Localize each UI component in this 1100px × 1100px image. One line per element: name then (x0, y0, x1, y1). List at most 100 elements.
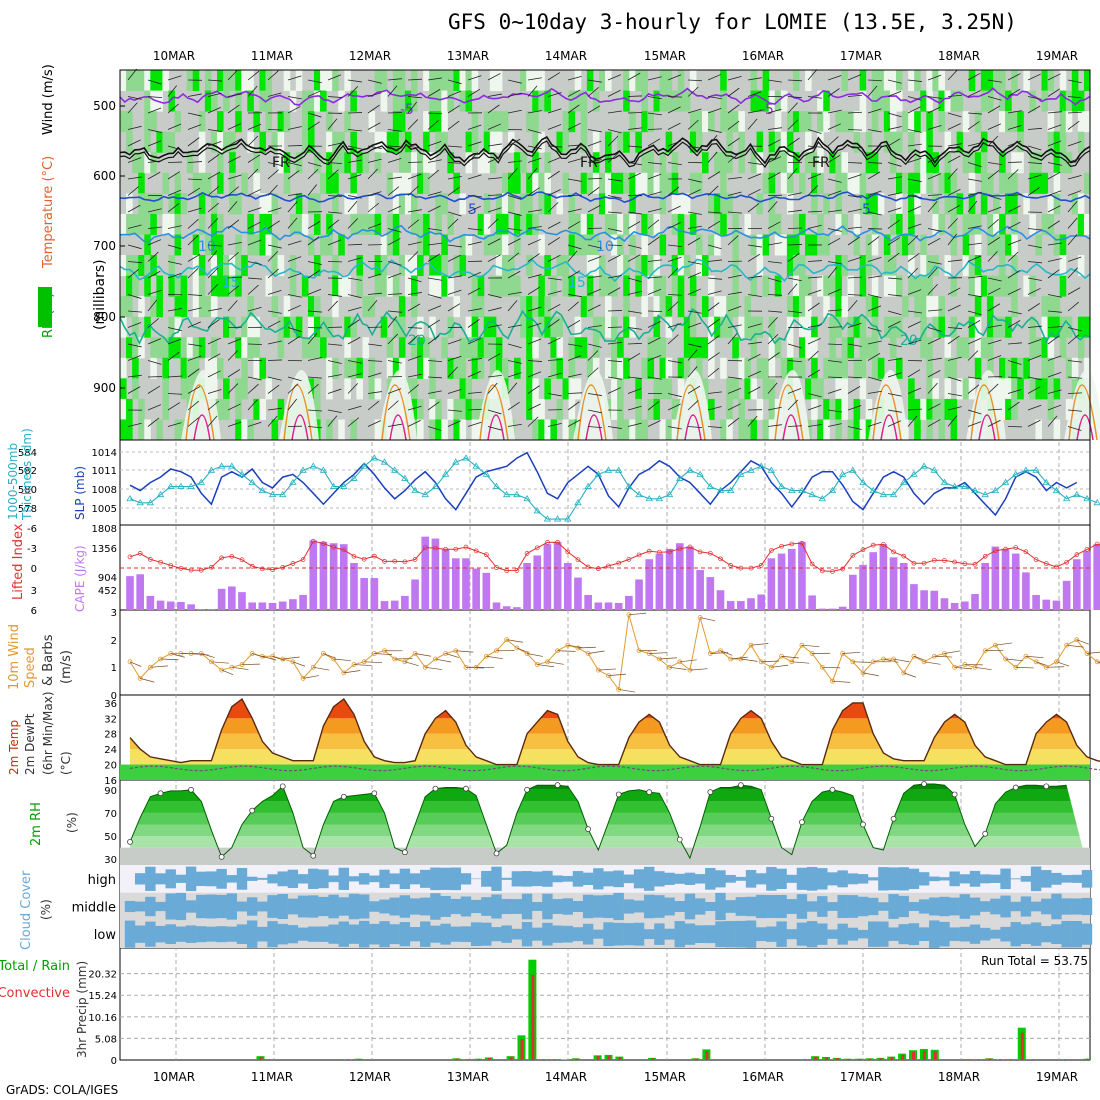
rh-cell (350, 213, 357, 235)
wind-barb (847, 343, 862, 347)
cape-bar (737, 601, 745, 610)
rh-cell (659, 193, 667, 215)
rh-cell (411, 193, 418, 215)
cloud-cell (684, 872, 696, 885)
wind-legend-label: Wind (m/s) (41, 64, 56, 135)
cloud-cell (1020, 896, 1032, 917)
rh-cell (556, 131, 564, 153)
rh-cell (817, 172, 824, 194)
rh-cell (598, 70, 606, 92)
rh-cell (768, 337, 776, 359)
wind-barb (147, 239, 162, 246)
rh-cell (368, 378, 376, 400)
rh-cell (896, 316, 903, 338)
rh-cell (314, 337, 321, 359)
wind-barb (827, 136, 839, 147)
rh-cell (404, 193, 412, 215)
wind-barb (127, 294, 142, 299)
rh-cell (307, 234, 315, 256)
rh-cell (120, 70, 127, 92)
rh-cell (641, 111, 648, 133)
rh-cell (853, 131, 861, 153)
rh-cell (277, 316, 285, 338)
rh-cell (526, 296, 533, 318)
rh-cell (538, 316, 545, 338)
wind-barb (507, 372, 522, 378)
panel-frame (119, 947, 1091, 1061)
wind-barb-10m (343, 670, 361, 674)
hot-contour (684, 414, 702, 441)
rh-cell (459, 419, 467, 441)
rh-cell (641, 70, 648, 92)
wind-barb (387, 316, 398, 328)
rh-cell (392, 111, 400, 133)
rh-cell (950, 193, 958, 215)
rh-cell (132, 255, 139, 277)
thickness-marker (197, 478, 205, 485)
wind-barb (807, 260, 822, 262)
wind-barb-10m (272, 655, 285, 661)
rh-cell (229, 152, 236, 174)
wind-barb (587, 288, 602, 295)
rh-cell (568, 90, 576, 112)
wind-barb (1007, 88, 1021, 97)
rh-cell (720, 172, 727, 194)
wind-barb (967, 200, 978, 213)
wind-barb (407, 355, 422, 361)
wind-barb (827, 154, 841, 163)
cape-bar (675, 543, 684, 610)
wind-barb (227, 350, 239, 361)
wind-barb (667, 294, 683, 296)
rh-cell (1005, 172, 1012, 194)
rh-cell (1077, 213, 1085, 235)
wind-barb (967, 112, 982, 115)
wind-barb (687, 288, 702, 295)
slp-tick: 1011 (92, 466, 117, 477)
thickness-marker (523, 494, 531, 502)
cape-bar (1093, 544, 1100, 610)
rh-cell (562, 131, 570, 153)
rh-cell (235, 419, 242, 441)
rh-cell (914, 111, 921, 133)
wind-barb (187, 368, 200, 378)
wind-barb (1027, 277, 1042, 281)
rh-cell (1041, 90, 1049, 112)
rh-cell (762, 378, 770, 400)
rh-cell (174, 316, 182, 338)
cloud-cell (185, 866, 197, 892)
rh-cell (623, 255, 630, 277)
rh-cell (538, 275, 545, 297)
rh-cell (198, 275, 206, 297)
wind-barb (147, 404, 162, 411)
wind-barb (787, 425, 803, 427)
rh-cell (471, 357, 479, 379)
rh-cell (720, 419, 727, 441)
rh-cell (720, 111, 727, 133)
wind-barb (527, 286, 541, 295)
rh-cell (738, 398, 745, 420)
wind-barb (727, 274, 742, 279)
wind-barb (627, 244, 642, 249)
rh-cell (1059, 111, 1067, 133)
lifted-index-marker (514, 568, 520, 573)
lifted-index-marker (555, 539, 560, 545)
wind-barb (947, 218, 958, 229)
thickness-marker (920, 462, 928, 469)
wind-barb (1047, 242, 1062, 246)
thickness-marker (238, 470, 246, 477)
cape-bar (859, 564, 867, 610)
wind-barb (567, 104, 580, 114)
rh-cell (344, 193, 351, 215)
rh-cell (774, 275, 782, 297)
wind-tick: 0 (111, 691, 117, 702)
rh-cell (132, 275, 139, 297)
rh-cell (1071, 357, 1079, 379)
rh-cell (1011, 172, 1018, 194)
rh-cell (459, 255, 467, 277)
rh-cell (126, 131, 133, 153)
wind-barb (967, 275, 982, 279)
wind-barb (527, 157, 542, 163)
rh-cell (859, 172, 867, 194)
thickness-marker (1083, 494, 1091, 502)
rh-cell (974, 255, 982, 277)
